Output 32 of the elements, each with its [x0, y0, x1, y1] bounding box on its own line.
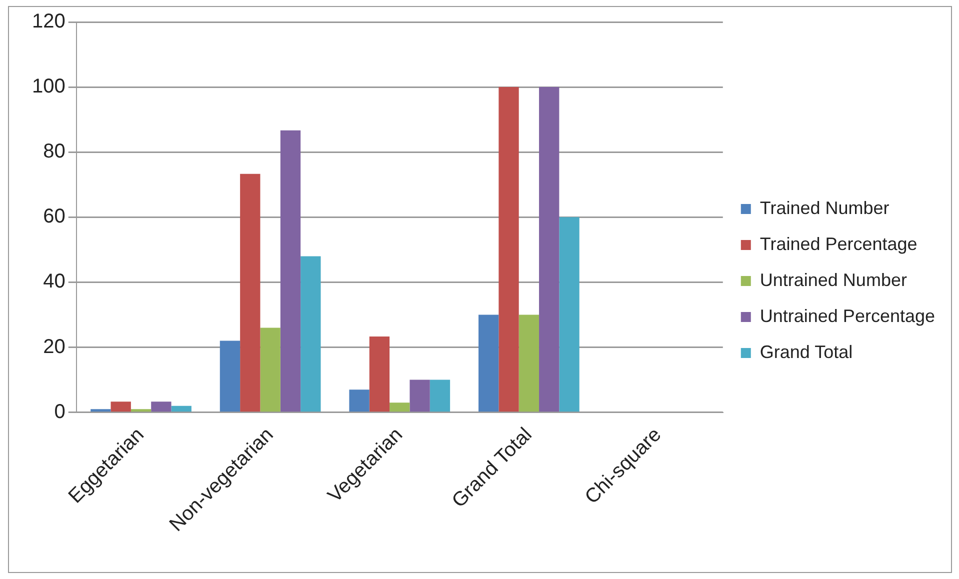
bar	[130, 409, 152, 412]
bar	[410, 380, 430, 412]
bar	[110, 402, 131, 412]
bar	[260, 328, 280, 412]
bar	[151, 402, 172, 412]
y-tick-label: 100	[32, 76, 66, 98]
bar	[171, 406, 192, 412]
bar	[430, 380, 450, 412]
y-tick-label: 0	[54, 400, 66, 423]
bar	[280, 130, 301, 412]
bar	[349, 390, 370, 412]
y-tick-label: 20	[43, 336, 66, 358]
legend-label: Untrained Number	[760, 270, 907, 290]
bar	[478, 314, 499, 412]
bar	[559, 217, 580, 412]
y-tick-label: 60	[43, 206, 66, 228]
bar	[300, 256, 321, 412]
bar	[518, 314, 540, 412]
legend-label: Grand Total	[760, 342, 853, 362]
bar	[390, 402, 410, 412]
y-tick-label: 80	[43, 140, 66, 163]
legend-label: Trained Number	[760, 198, 890, 218]
bar	[498, 87, 519, 412]
legend-label: Untrained Percentage	[760, 306, 936, 326]
bar	[90, 409, 111, 412]
legend-label: Trained Percentage	[760, 234, 918, 254]
y-tick-label: 120	[32, 10, 66, 33]
bar	[539, 87, 560, 412]
bar	[220, 340, 240, 412]
bar	[240, 174, 260, 412]
y-tick-label: 40	[43, 270, 66, 293]
bar	[369, 336, 390, 412]
